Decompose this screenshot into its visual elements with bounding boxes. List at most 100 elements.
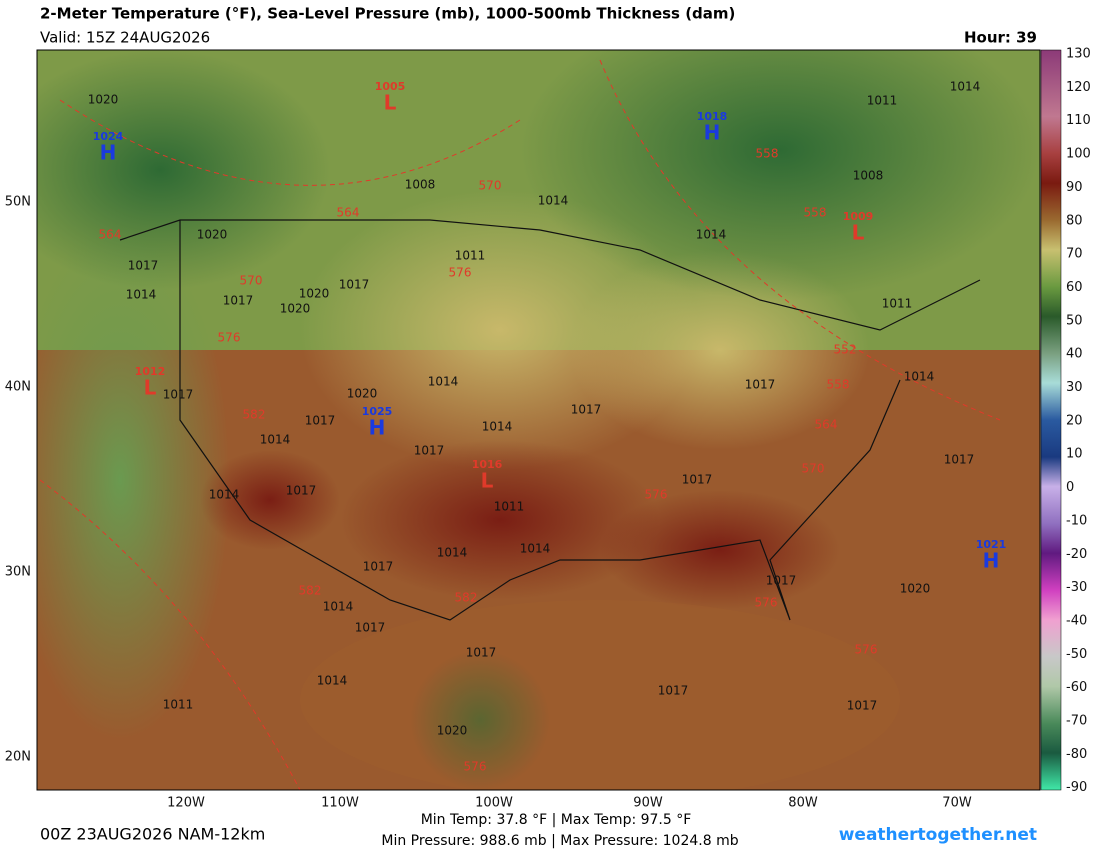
colorbar	[1040, 49, 1062, 791]
lat-label: 50N	[5, 195, 31, 210]
thickness-label: 570	[479, 179, 502, 193]
isobar-label: 1011	[867, 94, 898, 108]
lat-label: 40N	[5, 380, 31, 395]
colorbar-tick: 10	[1066, 447, 1083, 462]
colorbar-tick: 20	[1066, 413, 1083, 428]
isobar-label: 1020	[900, 582, 931, 596]
center-letter: H	[704, 121, 721, 145]
lon-label: 110W	[321, 796, 359, 811]
colorbar-tick: 130	[1066, 47, 1091, 62]
colorbar-tick: -40	[1066, 613, 1087, 628]
isobar-label: 1017	[128, 259, 159, 273]
colorbar-tick: -60	[1066, 680, 1087, 695]
isobar-label: 1017	[223, 294, 254, 308]
forecast-hour: Hour: 39	[964, 29, 1037, 47]
colorbar-tick: 50	[1066, 313, 1083, 328]
thickness-label: 576	[645, 488, 668, 502]
colorbar-tick: 120	[1066, 80, 1091, 95]
colorbar-tick: 80	[1066, 213, 1083, 228]
colorbar-tick: -90	[1066, 780, 1087, 795]
center-letter: L	[481, 469, 494, 493]
lon-label: 120W	[167, 796, 205, 811]
isobar-label: 1017	[745, 378, 776, 392]
title: 2-Meter Temperature (°F), Sea-Level Pres…	[40, 5, 735, 23]
isobar-label: 1017	[682, 473, 713, 487]
center-letter: L	[384, 91, 397, 115]
center-value: 1025	[362, 405, 393, 418]
colorbar-tick: 30	[1066, 380, 1083, 395]
center-value: 1024	[93, 130, 124, 143]
colorbar-tick: 110	[1066, 113, 1091, 128]
isobar-label: 1017	[571, 403, 602, 417]
isobar-label: 1014	[323, 600, 354, 614]
temp-range: Min Temp: 37.8 °F | Max Temp: 97.5 °F	[421, 812, 692, 828]
valid-time: Valid: 15Z 24AUG2026	[40, 29, 210, 47]
thickness-label: 558	[827, 378, 850, 392]
isobar-label: 1014	[428, 375, 459, 389]
colorbar-tick: -10	[1066, 513, 1087, 528]
isobar-label: 1008	[405, 178, 436, 192]
isobar-label: 1017	[163, 388, 194, 402]
lat-label: 30N	[5, 565, 31, 580]
thickness-label: 558	[756, 147, 779, 161]
isobar-label: 1017	[363, 560, 394, 574]
isobar-label: 1017	[658, 684, 689, 698]
isobar-label: 1014	[437, 546, 468, 560]
isobar-label: 1017	[466, 646, 497, 660]
isobar-label: 1020	[88, 93, 119, 107]
isobar-label: 1017	[286, 484, 317, 498]
isobar-label: 1017	[355, 621, 386, 635]
isobar-label: 1014	[482, 420, 513, 434]
center-value: 1016	[472, 458, 503, 471]
thickness-label: 576	[855, 643, 878, 657]
colorbar-tick: 0	[1066, 480, 1074, 495]
thickness-label: 582	[243, 408, 266, 422]
center-letter: H	[100, 141, 117, 165]
thickness-label: 552	[834, 343, 857, 357]
isobar-label: 1020	[347, 387, 378, 401]
center-value: 1021	[976, 538, 1007, 551]
isobar-label: 1014	[209, 488, 240, 502]
lon-label: 80W	[788, 796, 818, 811]
colorbar-tick: 90	[1066, 180, 1083, 195]
center-letter: H	[369, 416, 386, 440]
thickness-label: 570	[240, 274, 263, 288]
isobar-label: 1014	[904, 370, 935, 384]
isobar-label: 1020	[280, 302, 311, 316]
map-frame	[36, 49, 1041, 791]
isobar-label: 1017	[339, 278, 370, 292]
isobar-label: 1014	[696, 228, 727, 242]
center-value: 1012	[135, 365, 166, 378]
center-letter: L	[144, 376, 157, 400]
center-letter: H	[983, 549, 1000, 573]
thickness-label: 576	[218, 331, 241, 345]
isobar-label: 1014	[126, 288, 157, 302]
isobar-label: 1017	[944, 453, 975, 467]
thickness-label: 582	[299, 584, 322, 598]
model-run: 00Z 23AUG2026 NAM-12km	[40, 825, 265, 844]
colorbar-tick: -30	[1066, 580, 1087, 595]
isobar-label: 1014	[260, 433, 291, 447]
map-field	[37, 50, 1040, 790]
isobar-label: 1008	[853, 169, 884, 183]
thickness-label: 576	[755, 596, 778, 610]
colorbar-tick: -80	[1066, 747, 1087, 762]
isobar-label: 1014	[520, 542, 551, 556]
colorbar-tick: 100	[1066, 147, 1091, 162]
isobar-label: 1014	[950, 80, 981, 94]
pressure-range: Min Pressure: 988.6 mb | Max Pressure: 1…	[381, 833, 738, 849]
colorbar-tick: 70	[1066, 247, 1083, 262]
isobar-label: 1017	[847, 699, 878, 713]
isobar-label: 1011	[882, 297, 913, 311]
isobar-label: 1011	[494, 500, 525, 514]
colorbar-tick: -50	[1066, 647, 1087, 662]
thickness-label: 570	[802, 462, 825, 476]
isobar-label: 1017	[305, 414, 336, 428]
isobar-label: 1017	[414, 444, 445, 458]
colorbar-tick: -20	[1066, 547, 1087, 562]
thickness-label: 576	[464, 760, 487, 774]
lat-label: 20N	[5, 750, 31, 765]
center-value: 1018	[697, 110, 728, 123]
isobar-label: 1020	[299, 287, 330, 301]
